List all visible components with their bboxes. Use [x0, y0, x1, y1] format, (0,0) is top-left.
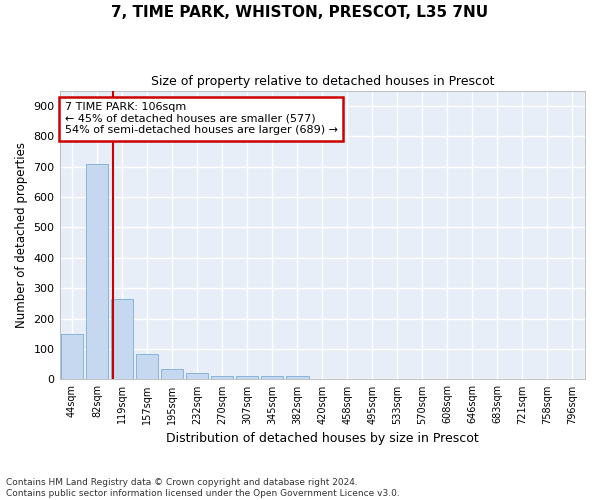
Bar — [286, 376, 308, 380]
Bar — [261, 376, 283, 380]
Text: 7 TIME PARK: 106sqm
← 45% of detached houses are smaller (577)
54% of semi-detac: 7 TIME PARK: 106sqm ← 45% of detached ho… — [65, 102, 338, 136]
Bar — [136, 354, 158, 380]
X-axis label: Distribution of detached houses by size in Prescot: Distribution of detached houses by size … — [166, 432, 479, 445]
Text: 7, TIME PARK, WHISTON, PRESCOT, L35 7NU: 7, TIME PARK, WHISTON, PRESCOT, L35 7NU — [112, 5, 488, 20]
Text: Contains HM Land Registry data © Crown copyright and database right 2024.
Contai: Contains HM Land Registry data © Crown c… — [6, 478, 400, 498]
Y-axis label: Number of detached properties: Number of detached properties — [15, 142, 28, 328]
Bar — [161, 369, 184, 380]
Bar — [61, 334, 83, 380]
Title: Size of property relative to detached houses in Prescot: Size of property relative to detached ho… — [151, 75, 494, 88]
Bar — [211, 376, 233, 380]
Bar — [86, 164, 109, 380]
Bar — [236, 376, 259, 380]
Bar — [186, 372, 208, 380]
Bar — [111, 299, 133, 380]
